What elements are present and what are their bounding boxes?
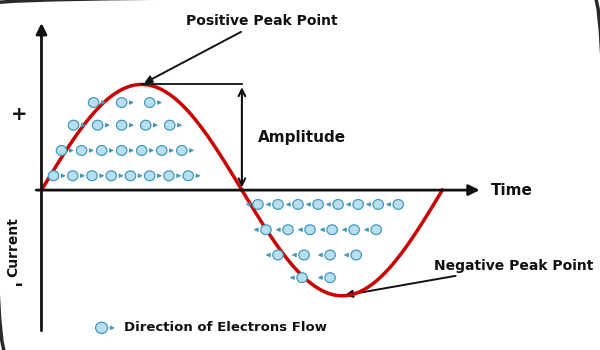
Circle shape — [305, 225, 315, 235]
Text: +: + — [11, 105, 28, 124]
Circle shape — [183, 171, 193, 181]
Text: Negative Peak Point: Negative Peak Point — [347, 259, 594, 297]
Circle shape — [176, 146, 187, 155]
Circle shape — [145, 98, 155, 107]
Circle shape — [273, 199, 283, 209]
Circle shape — [353, 199, 364, 209]
Circle shape — [56, 146, 67, 155]
Circle shape — [325, 250, 335, 260]
Circle shape — [68, 171, 78, 181]
Circle shape — [327, 225, 337, 235]
Circle shape — [145, 171, 155, 181]
Circle shape — [76, 146, 87, 155]
Circle shape — [68, 120, 79, 130]
Circle shape — [393, 199, 403, 209]
Circle shape — [116, 120, 127, 130]
Circle shape — [297, 273, 307, 282]
Circle shape — [125, 171, 136, 181]
Circle shape — [253, 199, 263, 209]
Circle shape — [157, 146, 167, 155]
Circle shape — [333, 199, 343, 209]
Circle shape — [313, 199, 323, 209]
Text: -: - — [16, 275, 23, 294]
Circle shape — [136, 146, 147, 155]
Circle shape — [97, 146, 107, 155]
Circle shape — [325, 273, 335, 282]
Circle shape — [283, 225, 293, 235]
Circle shape — [88, 98, 99, 107]
Circle shape — [351, 250, 361, 260]
Circle shape — [48, 171, 59, 181]
Text: Time: Time — [490, 183, 532, 198]
Circle shape — [164, 120, 175, 130]
Circle shape — [106, 171, 116, 181]
Circle shape — [116, 98, 127, 107]
Circle shape — [95, 322, 107, 334]
Text: Direction of Electrons Flow: Direction of Electrons Flow — [124, 321, 326, 334]
Text: Amplitude: Amplitude — [258, 130, 346, 145]
Circle shape — [92, 120, 103, 130]
Circle shape — [299, 250, 309, 260]
Circle shape — [116, 146, 127, 155]
Circle shape — [349, 225, 359, 235]
Circle shape — [371, 225, 382, 235]
Circle shape — [87, 171, 97, 181]
Circle shape — [293, 199, 303, 209]
Text: Current: Current — [7, 217, 20, 276]
Circle shape — [261, 225, 271, 235]
Circle shape — [373, 199, 383, 209]
Text: Positive Peak Point: Positive Peak Point — [146, 14, 338, 82]
Circle shape — [140, 120, 151, 130]
Circle shape — [164, 171, 174, 181]
Circle shape — [273, 250, 283, 260]
